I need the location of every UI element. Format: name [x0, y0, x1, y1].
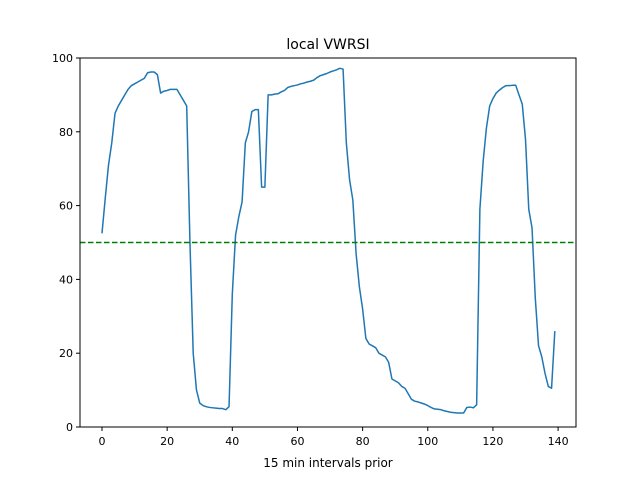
x-tick-label: 120: [482, 435, 503, 448]
chart-title: local VWRSI: [286, 37, 369, 53]
x-axis-label: 15 min intervals prior: [263, 456, 393, 470]
y-tick-label: 100: [52, 52, 73, 65]
y-tick-label: 40: [59, 273, 73, 286]
x-tick-label: 140: [548, 435, 569, 448]
x-tick-label: 0: [98, 435, 105, 448]
x-tick-label: 40: [225, 435, 239, 448]
y-tick-label: 20: [59, 347, 73, 360]
x-tick-label: 60: [290, 435, 304, 448]
y-tick-label: 0: [66, 421, 73, 434]
x-tick-label: 100: [417, 435, 438, 448]
y-tick-label: 60: [59, 200, 73, 213]
x-tick-label: 20: [160, 435, 174, 448]
y-tick-label: 80: [59, 126, 73, 139]
x-tick-label: 80: [356, 435, 370, 448]
